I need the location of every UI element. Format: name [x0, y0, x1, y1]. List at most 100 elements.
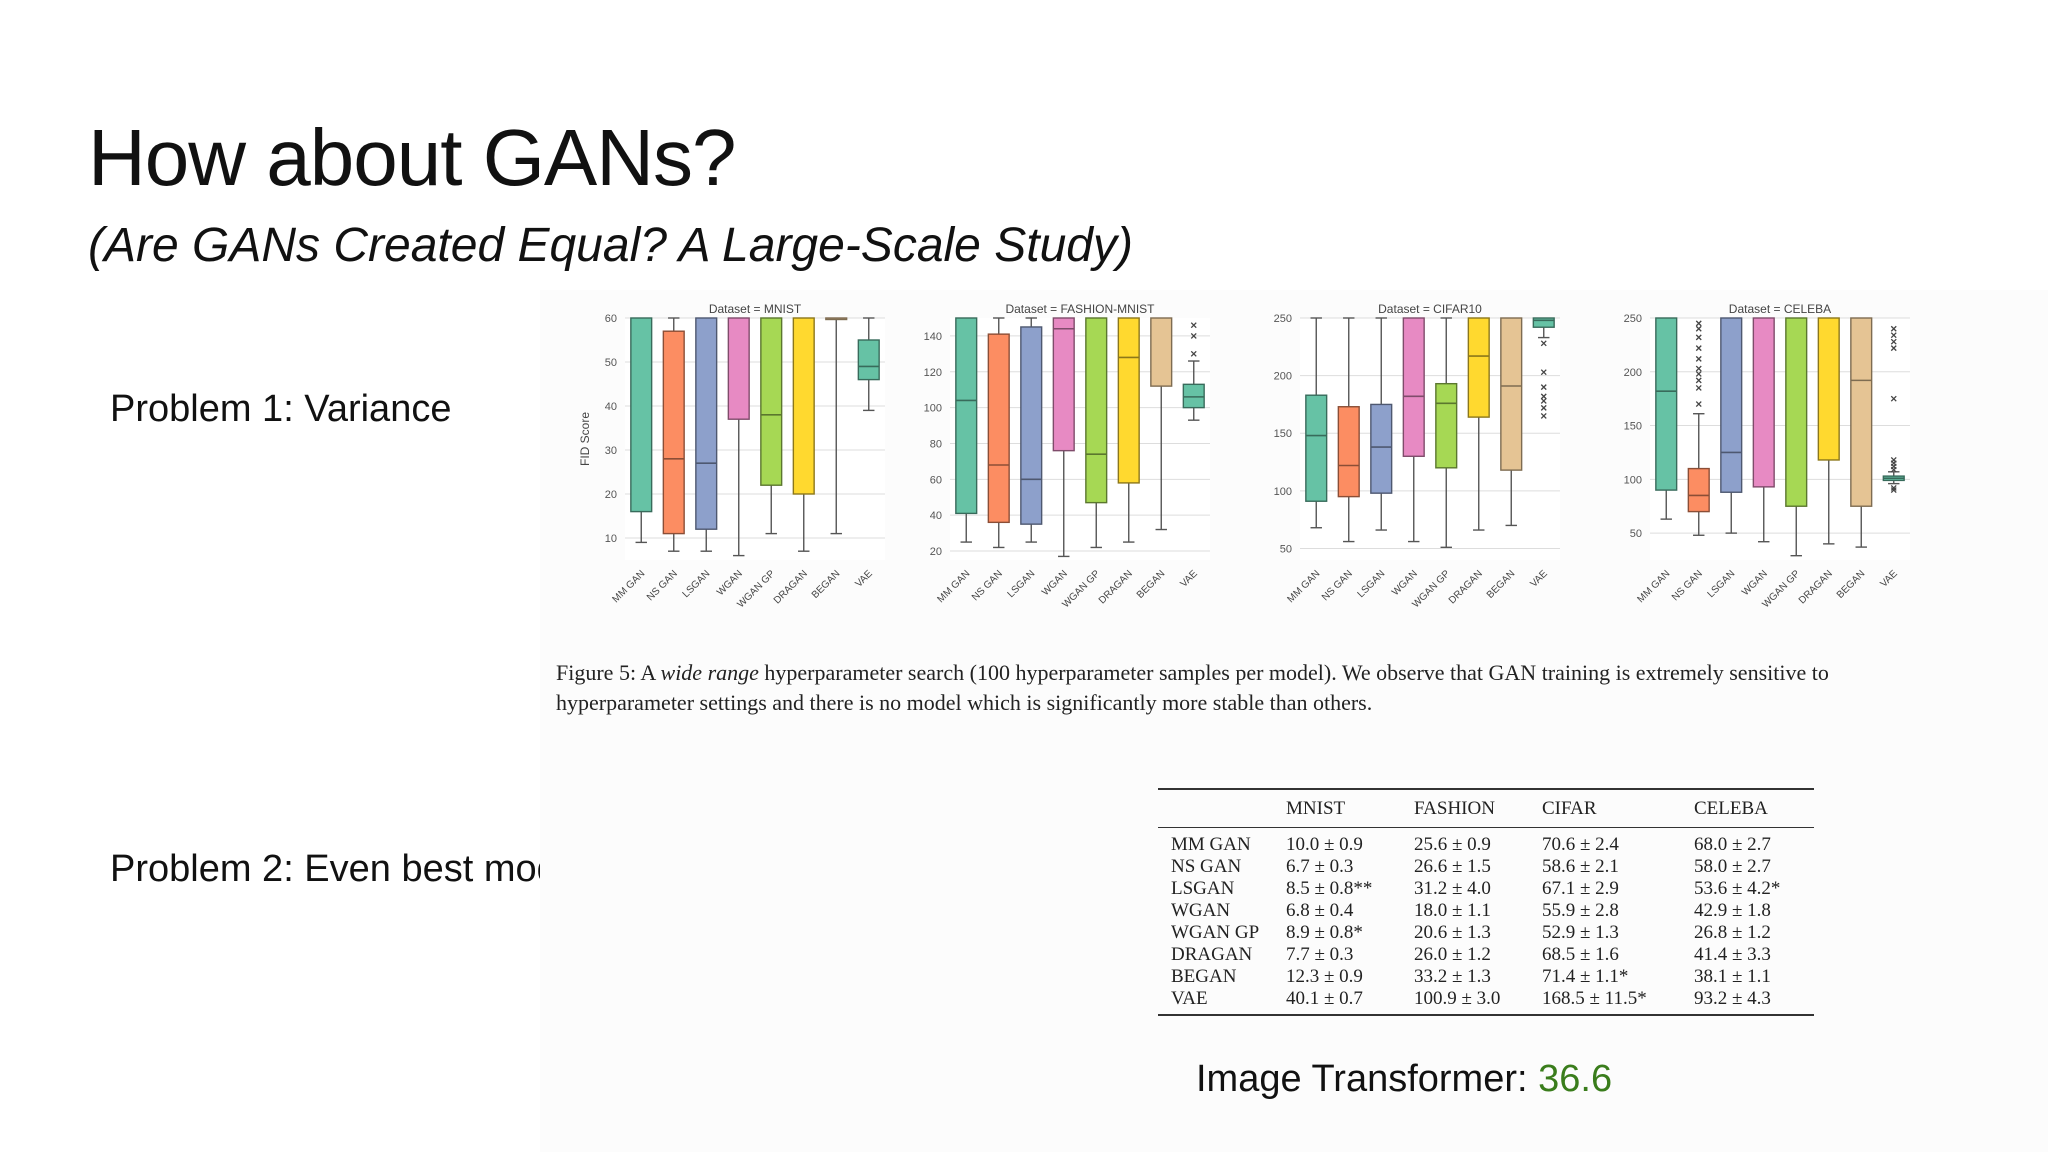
y-tick-label: 250: [1624, 313, 1642, 325]
box: [1370, 403, 1393, 494]
table-cell: 100.9 ± 3.0: [1414, 988, 1542, 1016]
table-cell: 38.1 ± 1.1: [1694, 966, 1771, 987]
y-tick-label: 150: [1274, 428, 1292, 440]
table-cell: 26.8 ± 1.2: [1694, 922, 1771, 943]
table-cell: 25.6 ± 0.9: [1414, 834, 1491, 855]
box: [1850, 317, 1873, 507]
box: [792, 317, 815, 495]
outlier-point: [1695, 345, 1702, 352]
table-cell: 93.2 ± 4.3: [1694, 988, 1814, 1016]
table-cell: 168.5 ± 11.5*: [1542, 988, 1694, 1016]
table-row-label: MM GAN: [1171, 834, 1251, 855]
table-header-row: MNIST FASHION CIFAR CELEBA: [1158, 788, 1814, 828]
table-cell: 12.3 ± 0.9: [1286, 966, 1363, 987]
outlier-point: [1695, 377, 1702, 384]
caption-prefix: Figure 5: A: [556, 660, 661, 685]
outlier-point: [1540, 398, 1547, 404]
y-tick-label: 50: [1280, 543, 1292, 555]
x-tick-label: LSGAN: [1706, 568, 1738, 600]
y-tick-label: 60: [930, 474, 942, 486]
box: [1305, 394, 1328, 502]
box: [1687, 467, 1710, 513]
x-tick-label: WGAN: [1740, 568, 1770, 598]
boxplot-svg: 10 20 30 40 50 60 Dataset = MNIST FID Score MM G…: [578, 302, 885, 610]
box: [727, 317, 750, 420]
slide-title: How about GANs?: [88, 113, 737, 202]
x-tick-label: VAE: [1528, 568, 1550, 590]
box: [760, 317, 783, 486]
table-row: MM GAN 10.0 ± 0.9 25.6 ± 0.9 70.6 ± 2.4 68.0…: [1158, 828, 1814, 857]
table-cell: 7.7 ± 0.3: [1286, 944, 1354, 965]
table-row: BEGAN 12.3 ± 0.9 33.2 ± 1.3 71.4 ± 1.1* 38.1…: [1158, 966, 1814, 988]
y-tick-label: 100: [1274, 486, 1292, 498]
table-header-cell: CELEBA: [1694, 788, 1814, 828]
y-tick-label: 100: [1624, 474, 1642, 486]
x-tick-label: WGAN: [715, 568, 745, 598]
box: [955, 317, 978, 515]
outlier-point: [1890, 457, 1897, 463]
chart-title: Dataset = CELEBA: [1729, 302, 1831, 316]
table-cell: 10.0 ± 0.9: [1286, 834, 1363, 855]
chart-celeba: 50 100 150 200 250 Dataset = CELEBA MM GAN NS G…: [1600, 300, 1918, 640]
table-row: LSGAN 8.5 ± 0.8** 31.2 ± 4.0 67.1 ± 2.9 53.6…: [1158, 878, 1814, 900]
x-tick-label: MM GAN: [936, 568, 973, 605]
x-tick-label: MM GAN: [1286, 568, 1323, 605]
y-tick-label: 50: [605, 357, 617, 369]
table-header-cell: MNIST: [1286, 788, 1414, 828]
outlier-point: [1695, 355, 1702, 362]
table-row-label: VAE: [1158, 988, 1286, 1016]
table-cell: 33.2 ± 1.3: [1414, 966, 1491, 987]
x-tick-label: LSGAN: [681, 568, 713, 600]
y-tick-label: 80: [930, 438, 942, 450]
outlier-point: [1890, 345, 1897, 352]
x-tick-label: WGAN: [1390, 568, 1420, 598]
chart-title: Dataset = FASHION-MNIST: [1005, 302, 1155, 316]
table-cell: 68.5 ± 1.6: [1542, 944, 1619, 965]
x-tick-label: DRAGAN: [1447, 568, 1485, 606]
outlier-point: [1540, 384, 1547, 391]
transformer-label: Image Transformer:: [1196, 1058, 1539, 1100]
box: [1020, 326, 1043, 525]
table-row-label: WGAN: [1171, 900, 1231, 921]
figure-caption: Figure 5: A wide range hyperparameter se…: [556, 658, 1936, 718]
outlier-point: [1190, 332, 1197, 339]
table-row: DRAGAN 7.7 ± 0.3 26.0 ± 1.2 68.5 ± 1.6 41.4 …: [1158, 944, 1814, 966]
x-tick-label: DRAGAN: [1097, 568, 1135, 606]
y-tick-label: 20: [605, 489, 617, 501]
table-row: VAE 40.1 ± 0.7 100.9 ± 3.0 168.5 ± 11.5* 93.…: [1158, 988, 1814, 1016]
outlier-point: [1695, 320, 1702, 327]
x-tick-label: NS GAN: [645, 568, 680, 603]
chart-cifar10: 50 100 150 200 250 Dataset = CIFAR10 MM GAN NS …: [1250, 300, 1568, 640]
box: [630, 317, 653, 513]
outlier-point: [1695, 325, 1702, 332]
caption-rest: hyperparameter search (100 hyperparamete…: [556, 660, 1829, 715]
caption-emphasis: wide range: [660, 660, 759, 685]
fid-results-table: MNIST FASHION CIFAR CELEBA MM GAN 10.0 ± …: [1158, 788, 1814, 1016]
outlier-point: [1890, 487, 1897, 494]
box: [1182, 383, 1205, 409]
box: [1785, 317, 1808, 507]
table-row: NS GAN 6.7 ± 0.3 26.6 ± 1.5 58.6 ± 2.1 58.0 …: [1158, 856, 1814, 878]
outlier-point: [1540, 412, 1547, 419]
table-cell: 20.6 ± 1.3: [1414, 922, 1491, 943]
box: [695, 317, 718, 530]
x-tick-label: NS GAN: [970, 568, 1005, 603]
table-cell: 67.1 ± 2.9: [1542, 878, 1619, 899]
outlier-point: [1190, 322, 1197, 329]
x-tick-label: DRAGAN: [772, 568, 810, 606]
x-tick-label: MM GAN: [1636, 568, 1673, 605]
box: [1532, 317, 1555, 328]
box: [1752, 317, 1775, 488]
table-row-label: LSGAN: [1171, 878, 1235, 899]
outlier-point: [1695, 401, 1702, 408]
box: [857, 339, 880, 381]
y-tick-label: 250: [1274, 313, 1292, 325]
table-row-label: NS GAN: [1171, 856, 1242, 877]
box: [1500, 317, 1523, 471]
outlier-point: [1190, 350, 1197, 357]
slide-subtitle: (Are GANs Created Equal? A Large-Scale S…: [88, 219, 1133, 272]
chart-title: Dataset = CIFAR10: [1378, 302, 1482, 316]
table-cell: 18.0 ± 1.1: [1414, 900, 1491, 921]
x-tick-label: DRAGAN: [1797, 568, 1835, 606]
table-row: WGAN GP 8.9 ± 0.8* 20.6 ± 1.3 52.9 ± 1.3 26.…: [1158, 922, 1814, 944]
